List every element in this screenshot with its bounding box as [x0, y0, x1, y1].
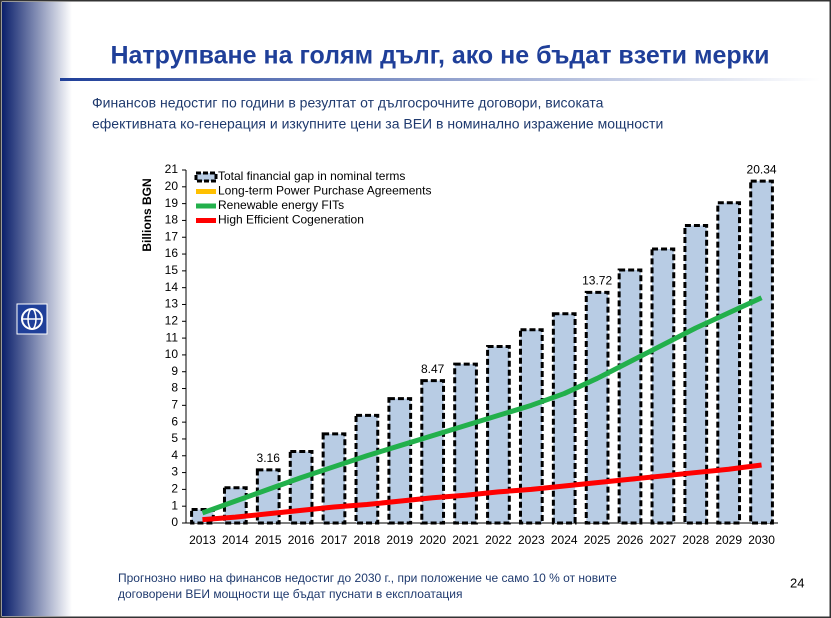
x-tick-label: 2030	[748, 533, 775, 547]
x-tick-label: 2029	[715, 533, 742, 547]
legend-label: Total financial gap in nominal terms	[218, 169, 405, 183]
y-tick-label: 5	[171, 431, 178, 445]
x-tick-label: 2019	[386, 533, 413, 547]
y-tick-label: 11	[166, 330, 179, 344]
y-tick-label: 4	[171, 448, 178, 462]
x-tick-label: 2017	[321, 533, 348, 547]
bar	[486, 345, 511, 525]
footnote: Прогнозно ниво на финансов недостиг до 2…	[118, 571, 617, 585]
y-tick-label: 7	[171, 398, 178, 412]
subtitle: Финансов недостиг по години в резултат о…	[92, 95, 604, 111]
y-tick-label: 6	[171, 414, 178, 428]
bar	[650, 247, 676, 525]
y-tick-label: 15	[165, 263, 179, 277]
subtitle: ефективната ко-генерация и изкупните цен…	[92, 116, 663, 132]
y-tick-label: 1	[171, 498, 178, 512]
bar	[749, 179, 774, 525]
footnote: договорени ВЕИ мощности ще бъдат пуснати…	[118, 587, 462, 601]
data-label: 20.34	[747, 162, 777, 176]
legend-swatch	[194, 171, 218, 183]
y-tick-label: 13	[165, 297, 179, 311]
y-axis-label: Billions BGN	[140, 178, 154, 251]
y-tick-label: 20	[165, 179, 179, 193]
x-tick-label: 2024	[551, 533, 578, 547]
x-tick-label: 2023	[518, 533, 545, 547]
data-label: 13.72	[582, 274, 612, 288]
bar	[321, 432, 347, 525]
line	[202, 462, 762, 523]
bar	[683, 223, 709, 525]
y-tick-label: 0	[171, 515, 178, 529]
legend-label: Renewable energy FITs	[218, 198, 344, 212]
y-tick-label: 16	[165, 246, 179, 260]
y-tick-label: 18	[165, 213, 179, 227]
slide-title: Натрупване на голям дълг, ако не бъдат в…	[110, 42, 769, 70]
y-tick-label: 14	[165, 280, 179, 294]
page-number: 24	[790, 575, 804, 590]
y-tick-label: 19	[165, 196, 179, 210]
legend-label: Long-term Power Purchase Agreements	[218, 184, 431, 198]
bar	[420, 379, 446, 525]
y-tick-label: 17	[165, 229, 179, 243]
line	[201, 295, 763, 516]
data-label: 8.47	[421, 362, 445, 376]
legend-label: High Efficient Cogeneration	[218, 213, 364, 227]
bar	[584, 290, 610, 525]
x-tick-label: 2016	[288, 533, 315, 547]
logo	[16, 303, 48, 335]
x-tick-label: 2015	[255, 533, 282, 547]
bar	[288, 450, 314, 525]
y-tick-label: 21	[165, 162, 179, 176]
bar	[255, 468, 281, 525]
x-tick-label: 2018	[354, 533, 381, 547]
x-tick-label: 2021	[452, 533, 479, 547]
x-tick-label: 2025	[584, 533, 611, 547]
x-tick-label: 2014	[222, 533, 249, 547]
title-rule	[60, 78, 820, 81]
bar	[716, 201, 742, 525]
x-tick-label: 2027	[650, 533, 677, 547]
bar	[518, 328, 544, 525]
x-tick-label: 2026	[617, 533, 644, 547]
x-tick-label: 2022	[485, 533, 512, 547]
x-tick-label: 2028	[682, 533, 709, 547]
y-tick-label: 3	[171, 465, 178, 479]
data-label: 3.16	[257, 451, 281, 465]
y-tick-label: 9	[171, 364, 178, 378]
bar	[453, 362, 478, 525]
bar	[617, 268, 643, 525]
y-tick-label: 10	[165, 347, 179, 361]
x-tick-label: 2013	[189, 533, 216, 547]
y-tick-label: 2	[171, 482, 178, 496]
bar	[387, 397, 413, 525]
bar	[354, 413, 380, 525]
y-tick-label: 12	[165, 313, 179, 327]
bar	[551, 312, 577, 525]
x-tick-label: 2020	[419, 533, 446, 547]
y-tick-label: 8	[171, 381, 178, 395]
